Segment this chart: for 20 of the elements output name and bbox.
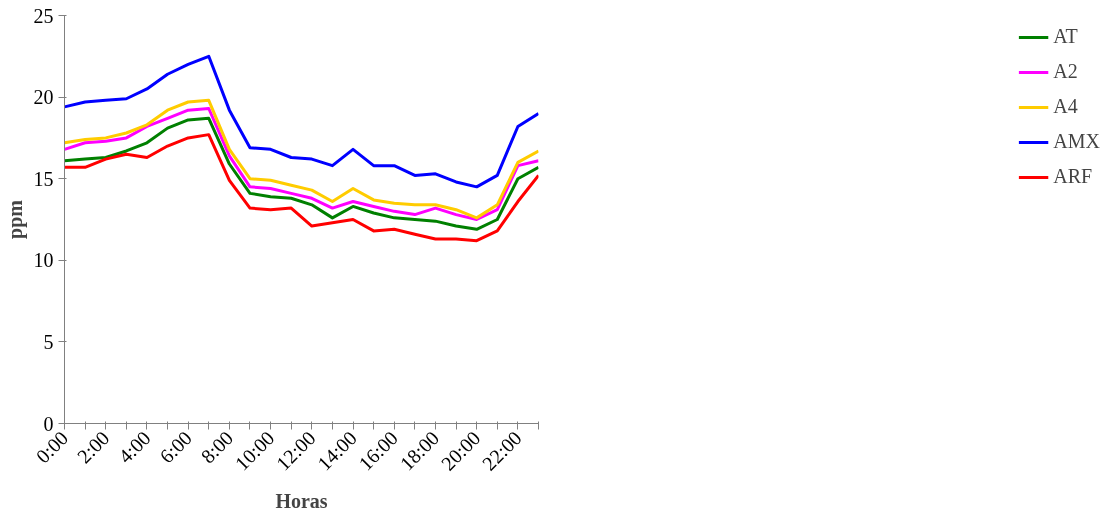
y-tick-label: 20	[33, 86, 54, 109]
y-tick-label: 10	[33, 249, 54, 272]
line-series	[64, 116, 539, 231]
legend-label: A2	[1053, 60, 1078, 83]
legend-label: AT	[1053, 25, 1078, 48]
y-tick-label: 0	[43, 412, 54, 435]
line-series	[64, 133, 539, 243]
x-tick-label: 8:00	[196, 426, 238, 468]
legend-label: A4	[1053, 95, 1078, 118]
x-axis-title: Horas	[275, 490, 328, 513]
y-tick-label: 25	[33, 4, 54, 27]
legend-label: ARF	[1053, 165, 1093, 188]
legend-label: AMX	[1053, 130, 1100, 153]
line-series	[64, 54, 539, 189]
y-tick-label: 15	[33, 167, 54, 190]
x-tick-label: 4:00	[114, 426, 155, 468]
x-tick-label: 6:00	[155, 426, 196, 468]
y-axis-title: ppm	[3, 199, 27, 239]
x-tick-label: 2:00	[72, 426, 114, 468]
y-tick-label: 5	[43, 330, 54, 353]
